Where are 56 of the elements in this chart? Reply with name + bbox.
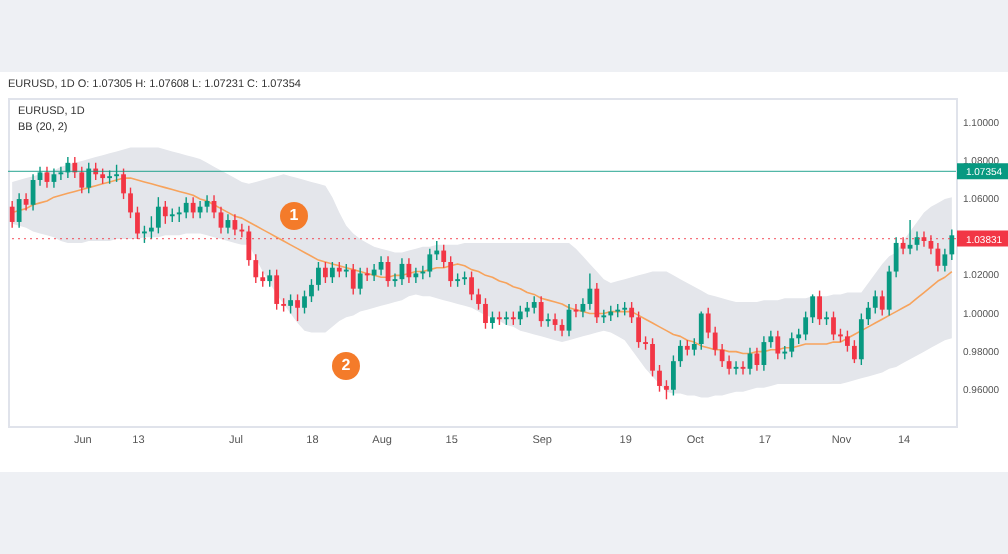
candlestick	[879, 289, 885, 317]
candlestick	[865, 301, 871, 326]
candlestick	[350, 263, 356, 296]
candlestick	[183, 196, 189, 219]
candlestick	[128, 186, 133, 219]
candlestick	[155, 196, 161, 235]
candlestick	[851, 339, 857, 364]
candlestick	[671, 354, 676, 397]
candlestick	[845, 329, 850, 353]
candlestick	[831, 310, 836, 341]
candlestick	[803, 310, 809, 341]
candlestick	[357, 267, 363, 296]
candlestick	[162, 200, 168, 225]
candlestick	[476, 288, 481, 311]
candlestick	[517, 305, 523, 326]
candlestick	[302, 289, 307, 315]
candlestick	[441, 244, 447, 269]
candlestick	[427, 247, 433, 278]
candlestick	[657, 364, 662, 393]
candlestick	[322, 261, 328, 284]
candlestick	[650, 337, 655, 378]
candlestick	[775, 329, 781, 360]
candlestick	[16, 192, 22, 229]
candlestick	[594, 282, 600, 324]
candlestick	[789, 331, 795, 359]
candlestick	[664, 379, 669, 400]
candlestick	[364, 267, 370, 282]
candlestick	[316, 261, 321, 292]
candlestick	[274, 268, 280, 311]
candlestick	[636, 310, 642, 349]
candlestick	[817, 289, 822, 326]
candlestick	[413, 267, 419, 284]
candlestick	[601, 308, 607, 324]
candlestick	[872, 289, 878, 315]
candlestick	[538, 295, 544, 328]
candlestick	[329, 261, 335, 284]
candlestick	[810, 293, 816, 324]
candlestick	[371, 263, 377, 282]
candlestick	[483, 297, 488, 330]
candlestick	[197, 200, 203, 219]
candlestick	[677, 339, 683, 368]
candlestick	[121, 167, 126, 200]
candlestick	[587, 272, 593, 311]
candlestick	[858, 312, 864, 366]
candlestick	[448, 255, 454, 288]
candlestick	[288, 293, 293, 315]
candlestick	[9, 200, 15, 229]
candlestick	[190, 196, 196, 219]
candlestick	[309, 278, 314, 303]
candlestick	[469, 270, 474, 301]
candlestick	[698, 310, 704, 351]
candlestick	[295, 293, 300, 322]
candlestick	[79, 165, 85, 195]
candlestick	[629, 301, 635, 324]
candlestick	[545, 312, 551, 328]
candlestick	[761, 335, 767, 372]
